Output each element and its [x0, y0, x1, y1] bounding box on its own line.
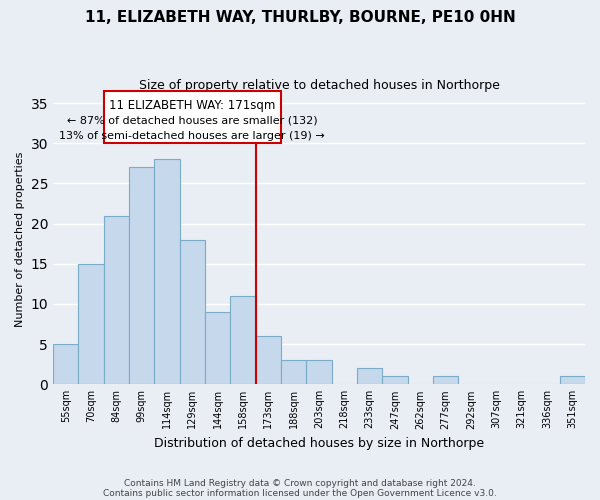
- Bar: [154, 160, 179, 384]
- X-axis label: Distribution of detached houses by size in Northorpe: Distribution of detached houses by size …: [154, 437, 484, 450]
- Bar: [230, 296, 256, 384]
- Bar: [560, 376, 585, 384]
- Title: Size of property relative to detached houses in Northorpe: Size of property relative to detached ho…: [139, 80, 499, 92]
- Text: 13% of semi-detached houses are larger (19) →: 13% of semi-detached houses are larger (…: [59, 131, 325, 141]
- Bar: [129, 168, 154, 384]
- Bar: [256, 336, 281, 384]
- Bar: [433, 376, 458, 384]
- Text: Contains HM Land Registry data © Crown copyright and database right 2024.: Contains HM Land Registry data © Crown c…: [124, 478, 476, 488]
- Text: 11, ELIZABETH WAY, THURLBY, BOURNE, PE10 0HN: 11, ELIZABETH WAY, THURLBY, BOURNE, PE10…: [85, 10, 515, 25]
- Y-axis label: Number of detached properties: Number of detached properties: [15, 152, 25, 328]
- Bar: [104, 216, 129, 384]
- Text: ← 87% of detached houses are smaller (132): ← 87% of detached houses are smaller (13…: [67, 115, 317, 125]
- Bar: [357, 368, 382, 384]
- Bar: [382, 376, 407, 384]
- Text: Contains public sector information licensed under the Open Government Licence v3: Contains public sector information licen…: [103, 488, 497, 498]
- Text: 11 ELIZABETH WAY: 171sqm: 11 ELIZABETH WAY: 171sqm: [109, 99, 275, 112]
- Bar: [53, 344, 79, 385]
- Bar: [205, 312, 230, 384]
- Bar: [307, 360, 332, 384]
- Bar: [179, 240, 205, 384]
- Bar: [79, 264, 104, 384]
- Bar: [281, 360, 307, 384]
- FancyBboxPatch shape: [104, 91, 281, 143]
